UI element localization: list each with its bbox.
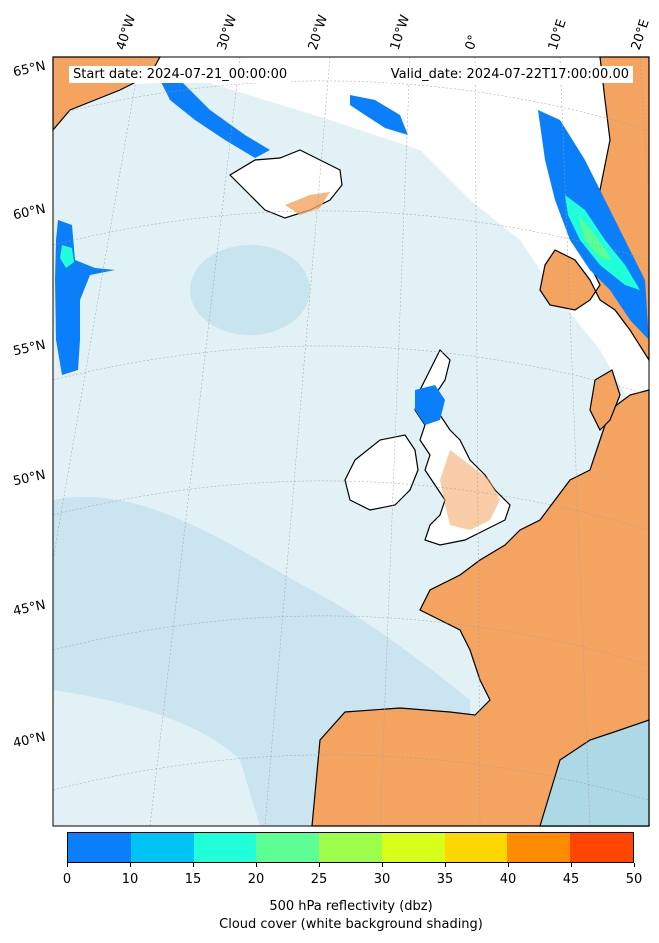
cloud-cover-swirl [190, 245, 310, 335]
map-border [52, 56, 650, 827]
colorbar-tick-mark [256, 863, 257, 867]
land-jutland [589, 369, 621, 432]
colorbar-tick-mark [130, 863, 131, 867]
graticule [52, 56, 650, 827]
colorbar-tick-label: 50 [625, 872, 643, 887]
colorbar-segment [319, 833, 382, 862]
colorbar-tick-label: 15 [184, 872, 202, 887]
colorbar-tick-label: 0 [62, 872, 72, 887]
colorbar-segment [193, 833, 257, 862]
colorbar-label: 500 hPa reflectivity (dbz) [269, 899, 433, 914]
valid-date-label: Valid_date: 2024-07-22T17:00:00.00 [386, 66, 633, 83]
colorbar-segment [570, 833, 634, 862]
land-ireland [344, 434, 419, 511]
colorbar-tick-label: 10 [121, 872, 139, 887]
colorbar-segment [507, 833, 571, 862]
reflectivity-core-labrador [60, 245, 74, 268]
colorbar-segment [444, 833, 508, 862]
reflectivity-band-denmark-strait [160, 80, 270, 158]
colorbar-tick-label: 25 [310, 872, 328, 887]
reflectivity-core-norway [565, 195, 640, 290]
colorbar-tick-mark [193, 863, 194, 867]
reflectivity-spot-scotland [415, 385, 445, 425]
reflectivity-core-norway-inner [578, 215, 612, 260]
colorbar-tick-label: 45 [562, 872, 580, 887]
colorbar-tick-label: 40 [499, 872, 517, 887]
colorbar-tick-mark [571, 863, 572, 867]
colorbar-segment [381, 833, 445, 862]
start-date-label: Start date: 2024-07-21_00:00:00 [69, 66, 292, 83]
colorbar-segment [68, 833, 131, 862]
land-iceland-warm [285, 192, 330, 215]
colorbar-segment [256, 833, 320, 862]
colorbar-tick-label: 30 [373, 872, 391, 887]
colorbar-tick-label: 35 [436, 872, 454, 887]
land-great-britain-warm [440, 450, 500, 530]
reflectivity-band-north [350, 95, 408, 135]
colorbar-sublabel: Cloud cover (white background shading) [219, 917, 483, 932]
reflectivity-colorbar [67, 832, 634, 863]
colorbar-tick-mark [445, 863, 446, 867]
colorbar-tick-mark [319, 863, 320, 867]
colorbar-tick-mark [634, 863, 635, 867]
colorbar-tick-mark [67, 863, 68, 867]
colorbar-segment [130, 833, 194, 862]
colorbar-tick-mark [382, 863, 383, 867]
colorbar-tick-label: 20 [247, 872, 265, 887]
land-continental-europe [311, 389, 650, 827]
colorbar-tick-mark [508, 863, 509, 867]
